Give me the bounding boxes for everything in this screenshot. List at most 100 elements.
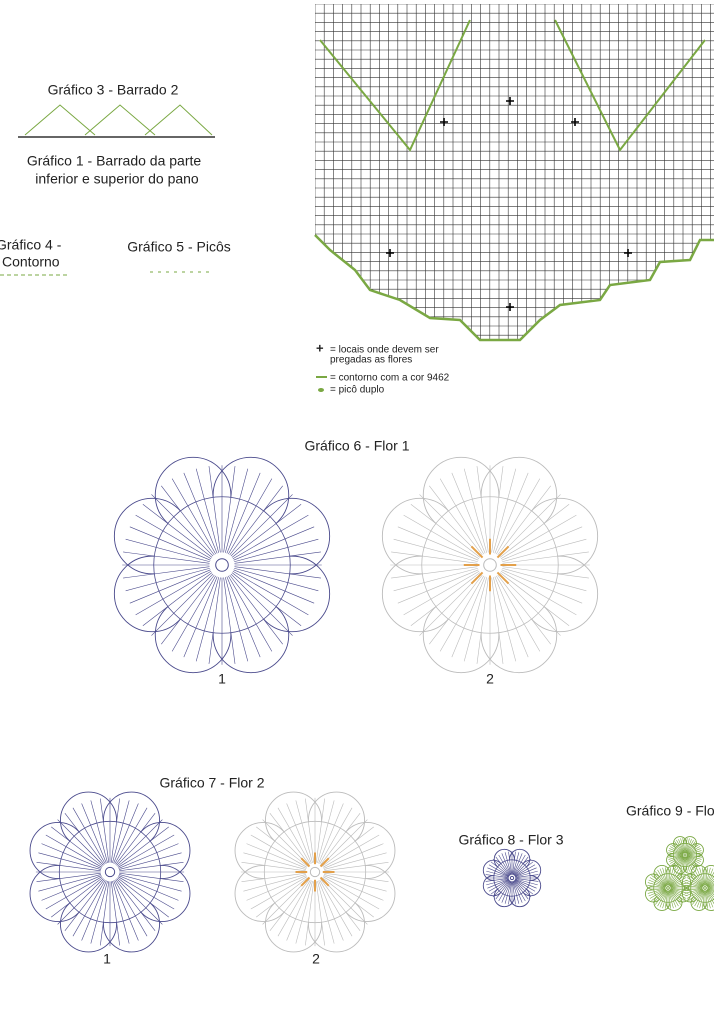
stitch [250,834,308,868]
legend-text: = picô duplo [330,385,385,396]
stitch [684,888,703,892]
stitch [305,798,315,863]
stitch [320,813,361,865]
stitch [429,485,483,556]
stitch [686,856,696,869]
stitch [487,867,510,877]
center [703,886,707,890]
stitch [688,875,704,887]
stitch [151,573,214,636]
flower [666,836,704,874]
center [483,558,497,572]
stitch [659,868,668,886]
stitch [515,874,539,878]
stitch [502,566,589,579]
stitch [706,889,714,901]
stitch [684,888,703,894]
stitch [393,538,478,563]
stitch [319,876,330,887]
stitch [707,885,714,888]
stitch [706,878,714,887]
stitch [142,572,213,626]
stitch [655,871,667,887]
stitch [171,575,216,652]
legend-text: = locais onde devem ser [330,345,439,356]
stitch [491,577,504,664]
stitch [321,819,368,866]
stitch [90,800,108,864]
stitch [286,880,312,941]
stitch [685,856,692,871]
stitch [100,798,110,863]
stitch [232,514,309,559]
stitch [243,852,307,870]
stitch [295,880,313,944]
stitch [647,888,666,892]
stitch [706,889,714,898]
flower-marker [506,97,514,105]
stitch [707,886,714,888]
stitch [694,890,704,907]
stitch [648,888,666,897]
stitch [705,890,711,909]
stitch [692,889,704,905]
stitch [497,574,551,645]
stitch [151,494,214,557]
stitch [315,798,325,863]
stitch [208,577,221,664]
stitch [123,551,210,564]
stitch [315,881,325,946]
stitch [502,567,587,592]
stitch [495,880,511,900]
stitch [112,800,130,864]
stitch [250,876,308,910]
stitch [701,890,705,909]
stitch [669,875,685,887]
stitch [706,880,714,887]
stitch [269,879,310,931]
stitch [224,577,249,662]
stitch [208,466,221,553]
stitch [322,834,380,868]
stitch [668,854,683,858]
stitch [391,551,478,564]
stitch [514,864,536,877]
stitch [494,472,529,554]
stitch [686,856,698,868]
stitch [393,567,478,592]
stitch [690,873,704,887]
stitch [648,879,666,888]
stitch [391,566,478,579]
stitch [36,872,101,882]
stitch [651,889,667,901]
stitch [501,569,583,604]
stitch [513,856,529,876]
stitch [707,883,714,888]
stitch [684,882,703,888]
stitch [497,485,551,556]
stitch [684,838,688,853]
stitch [112,880,130,944]
stitch [38,874,102,892]
stitch [699,890,705,909]
stitch [707,888,714,890]
flower-diagrams [29,456,714,953]
stitch [123,566,210,579]
label: 1 [103,951,111,967]
stitch [256,826,308,867]
stitch [707,888,714,893]
stitch [45,876,103,910]
stitch [323,875,384,901]
stitch [232,571,309,616]
stitch [72,807,106,865]
stitch [671,856,684,866]
stitch [233,526,315,561]
stitch [668,867,672,886]
stitch [664,867,668,886]
heading: Gráfico 9 - Flor [626,803,714,819]
stitch [500,571,577,616]
stitch [512,881,516,905]
stitch [228,575,273,652]
heading: Gráfico 6 - Flor 1 [304,438,409,454]
